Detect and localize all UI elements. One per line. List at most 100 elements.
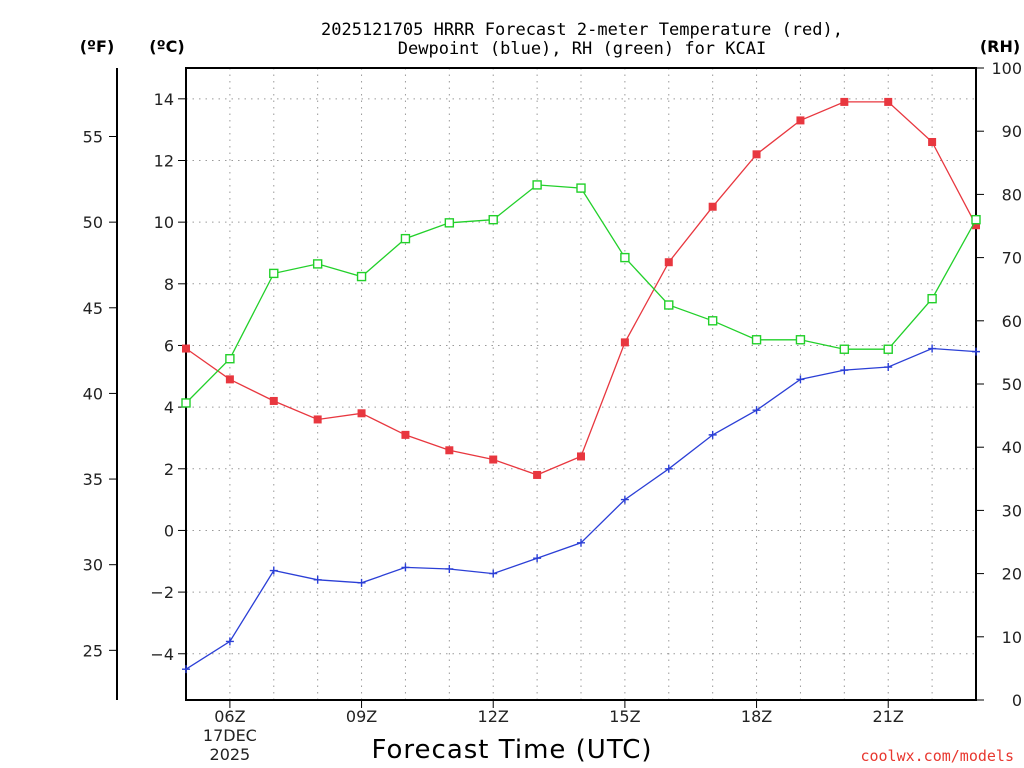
dewpoint-point <box>928 344 937 353</box>
dewpoint-point <box>489 569 498 578</box>
temperature-point <box>225 375 234 384</box>
fahrenheit-tick-label: 25 <box>83 641 103 660</box>
temperature-point <box>796 116 805 125</box>
fahrenheit-tick-label: 35 <box>83 470 103 489</box>
rh-tick-label: 70 <box>1002 249 1022 268</box>
dewpoint-point <box>884 363 893 372</box>
celsius-tick-label: 0 <box>164 521 174 540</box>
rh-point <box>269 268 279 279</box>
rh-unit-label: (RH) <box>980 37 1020 56</box>
celsius-tick-label: 2 <box>164 460 174 479</box>
rh-point <box>444 218 455 228</box>
dewpoint-point <box>620 495 629 504</box>
dewpoint-point <box>840 366 849 375</box>
celsius-tick-label: 6 <box>164 336 174 355</box>
rh-tick-label: 0 <box>1012 691 1022 710</box>
fahrenheit-unit-label: (ºF) <box>80 37 115 56</box>
rh-point <box>839 344 850 354</box>
rh-tick-label: 50 <box>1002 375 1022 394</box>
rh-tick-label: 20 <box>1002 565 1022 584</box>
dewpoint-point <box>577 538 585 547</box>
celsius-tick-label: 12 <box>154 151 174 170</box>
temperature-point <box>269 396 278 405</box>
rh-point <box>356 271 367 282</box>
rh-point <box>620 252 630 263</box>
celsius-tick-label: −4 <box>150 645 174 664</box>
rh-point <box>576 183 586 193</box>
rh-tick-label: 100 <box>991 59 1022 78</box>
temperature-point <box>533 470 542 479</box>
celsius-tick-label: 4 <box>164 398 174 417</box>
date-label-year: 2025 <box>210 745 251 764</box>
dewpoint-point <box>664 464 673 473</box>
x-tick-label: 18Z <box>741 707 772 726</box>
dewpoint-point <box>708 430 717 439</box>
rh-point <box>971 214 981 225</box>
rh-point <box>225 354 235 364</box>
temperature-point <box>620 338 629 347</box>
x-tick-label: 15Z <box>609 707 640 726</box>
celsius-tick-label: 8 <box>164 275 174 294</box>
dewpoint-point <box>972 347 980 356</box>
rh-point <box>795 335 806 345</box>
rh-point <box>664 300 674 310</box>
dewpoint-point <box>796 375 805 384</box>
axis-ticks: 06Z 09Z 12Z 15Z 18Z 21Z −4 −2 0 2 4 6 8 10 12 14 25 30 35 4… <box>83 59 1022 726</box>
x-tick-label: 12Z <box>478 707 509 726</box>
dewpoint-point <box>182 665 190 674</box>
x-tick-label: 06Z <box>214 707 245 726</box>
celsius-tick-label: 14 <box>154 90 174 109</box>
temperature-point <box>445 446 454 455</box>
fahrenheit-tick-label: 40 <box>83 384 103 403</box>
temperature-point <box>401 430 410 439</box>
temperature-point <box>182 344 190 353</box>
rh-tick-label: 30 <box>1002 501 1022 520</box>
fahrenheit-tick-label: 55 <box>83 128 103 147</box>
temperature-point <box>357 409 366 418</box>
rh-point <box>707 316 718 326</box>
dewpoint-point <box>357 578 366 587</box>
temperature-point <box>489 455 498 464</box>
celsius-tick-label: −2 <box>150 583 174 602</box>
rh-point <box>532 180 542 190</box>
fahrenheit-tick-label: 30 <box>83 556 103 575</box>
fahrenheit-tick-label: 45 <box>83 299 103 318</box>
temperature-point <box>313 415 322 424</box>
fahrenheit-tick-label: 50 <box>83 213 103 232</box>
temperature-point <box>928 137 937 146</box>
gridlines <box>186 68 976 700</box>
date-label-day: 17DEC <box>203 726 257 745</box>
rh-tick-label: 40 <box>1002 438 1022 457</box>
temperature-line <box>185 101 977 476</box>
rh-point <box>751 335 762 345</box>
celsius-unit-label: (ºC) <box>149 37 184 56</box>
temperature-point <box>972 221 980 230</box>
rh-point <box>883 344 893 354</box>
dewpoint-point <box>752 406 761 415</box>
celsius-tick-label: 10 <box>154 213 174 232</box>
series-layer <box>181 97 981 674</box>
rh-point <box>181 398 191 408</box>
rh-tick-label: 60 <box>1002 312 1022 331</box>
rh-point <box>312 259 323 269</box>
plot-frame <box>185 67 977 701</box>
chart-title-line-1: 2025121705 HRRR Forecast 2-meter Tempera… <box>321 20 843 40</box>
credit-text: coolwx.com/models <box>860 747 1014 765</box>
temperature-point <box>884 97 893 106</box>
rh-point <box>927 293 937 304</box>
dewpoint-point <box>269 566 278 575</box>
dewpoint-point <box>313 575 322 584</box>
rh-tick-label: 80 <box>1002 185 1022 204</box>
rh-tick-label: 10 <box>1002 628 1022 647</box>
rh-point <box>400 233 411 244</box>
dewpoint-point <box>401 563 410 572</box>
temperature-point <box>664 258 673 267</box>
temperature-point <box>752 150 761 159</box>
rh-point <box>488 214 498 225</box>
chart-title-line-2: Dewpoint (blue), RH (green) for KCAI <box>398 39 766 59</box>
temperature-point <box>708 202 717 211</box>
x-axis-label: Forecast Time (UTC) <box>371 735 652 765</box>
dewpoint-point <box>533 554 542 563</box>
dewpoint-point <box>445 564 454 573</box>
